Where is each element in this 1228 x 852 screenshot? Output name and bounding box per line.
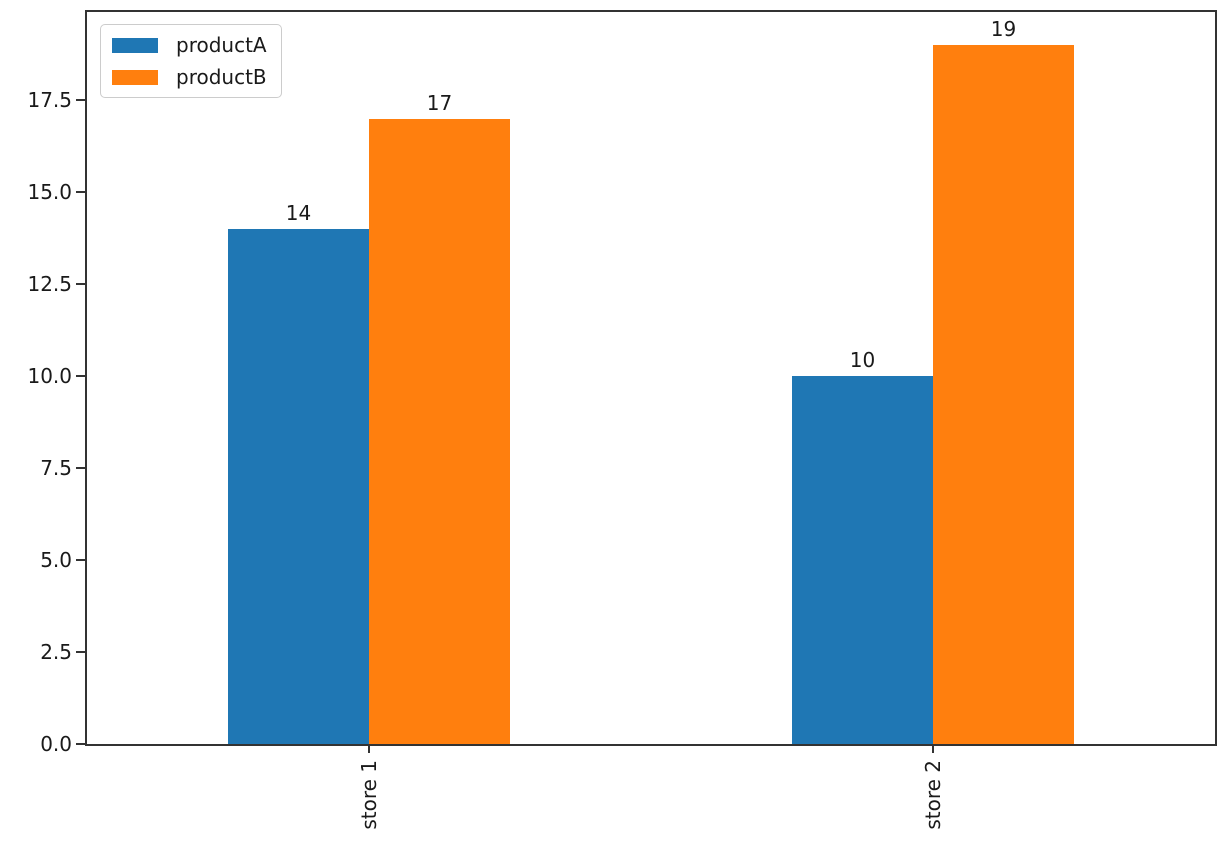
y-tick-label: 2.5 [40,640,72,665]
y-tick-mark [76,559,85,562]
bar-value-label-productb-store-1: 17 [426,90,453,115]
y-tick-mark [76,375,85,378]
y-tick-mark [76,651,85,654]
y-tick-label: 15.0 [27,180,72,205]
y-tick-mark [76,283,85,286]
y-tick-label: 17.5 [27,88,72,113]
x-tick-label-store-2: store 2 [921,760,945,830]
legend-swatch-producta [112,37,158,53]
y-tick-label: 7.5 [40,456,72,481]
bar-producta-store-2 [792,376,933,744]
x-tick-mark [368,744,370,753]
legend: productA productB [100,24,282,98]
y-tick-mark [76,99,85,102]
legend-item-producta: productA [112,35,267,55]
bar-value-label-producta-store-2: 10 [849,348,876,373]
y-tick-label: 5.0 [40,548,72,573]
legend-item-productb: productB [112,67,267,87]
bar-value-label-producta-store-1: 14 [285,201,312,226]
bar-productb-store-1 [369,118,510,744]
legend-label-producta: productA [176,33,267,57]
bar-productb-store-2 [933,45,1074,744]
y-tick-mark [76,743,85,745]
y-tick-label: 12.5 [27,272,72,297]
legend-label-productb: productB [176,65,267,89]
y-tick-label: 10.0 [27,364,72,389]
legend-swatch-productb [112,69,158,85]
y-tick-label: 0.0 [40,732,72,756]
bar-value-label-productb-store-2: 19 [990,17,1017,42]
plot-area: productA productB 0.0 2.5 5.0 7.5 10.0 12.5 15.… [27,10,1217,830]
y-tick-mark [76,467,85,470]
x-tick-label-store-1: store 1 [357,760,381,830]
bar-producta-store-1 [228,229,369,744]
y-tick-mark [76,191,85,194]
x-tick-mark [932,744,934,753]
